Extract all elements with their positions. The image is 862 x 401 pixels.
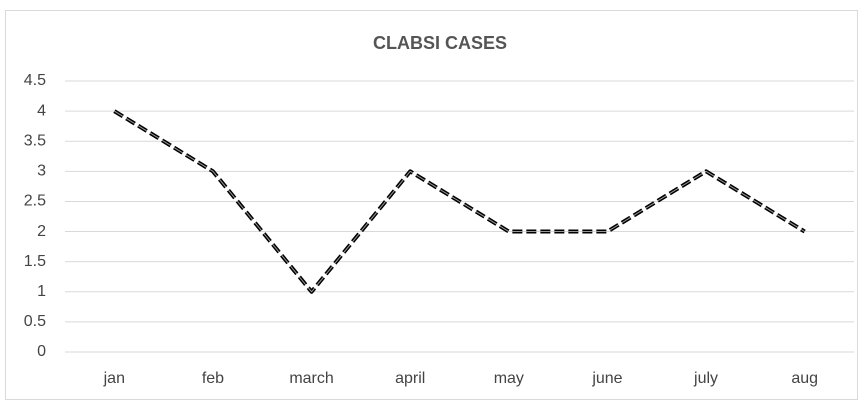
- x-tick-label: feb: [202, 370, 224, 387]
- y-tick-label: 4: [37, 102, 46, 119]
- y-tick-label: 3: [37, 163, 46, 180]
- y-tick-label: 4.5: [24, 72, 46, 89]
- y-tick-label: 0: [37, 343, 46, 360]
- x-tick-label: april: [395, 370, 425, 387]
- y-tick-label: 1: [37, 283, 46, 300]
- y-tick-label: 2: [37, 223, 46, 240]
- x-tick-label: march: [289, 370, 333, 387]
- x-tick-label: jan: [103, 370, 125, 387]
- x-tick-label: july: [693, 370, 718, 387]
- x-tick-label: may: [494, 370, 524, 387]
- y-tick-label: 0.5: [24, 313, 46, 330]
- y-tick-label: 3.5: [24, 132, 46, 149]
- data-line: [114, 110, 805, 293]
- y-tick-label: 1.5: [24, 253, 46, 270]
- x-tick-label: aug: [791, 370, 818, 387]
- chart-border: [5, 10, 858, 400]
- y-tick-label: 2.5: [24, 193, 46, 210]
- chart-title: CLABSI CASES: [373, 33, 507, 53]
- x-tick-label: june: [591, 370, 622, 387]
